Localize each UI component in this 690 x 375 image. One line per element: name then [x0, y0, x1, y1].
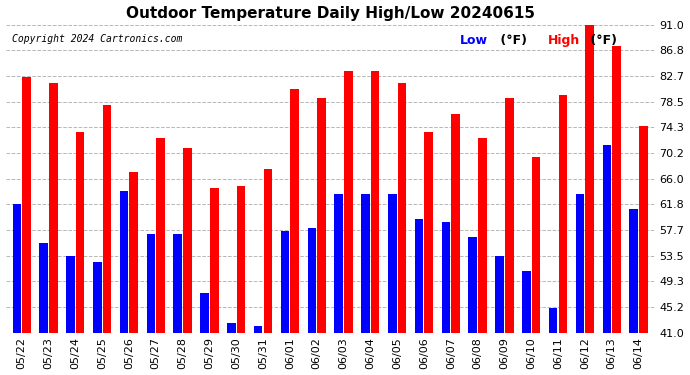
Bar — [344, 71, 353, 333]
Text: (°F): (°F) — [495, 34, 526, 47]
Bar — [424, 132, 433, 333]
Bar — [22, 77, 31, 333]
Bar — [147, 234, 155, 333]
Bar — [39, 243, 48, 333]
Bar — [290, 89, 299, 333]
Bar — [612, 46, 621, 333]
Bar — [200, 292, 209, 333]
Bar — [388, 194, 397, 333]
Bar — [415, 219, 424, 333]
Bar — [505, 99, 513, 333]
Bar — [103, 105, 111, 333]
Bar — [66, 256, 75, 333]
Bar — [451, 114, 460, 333]
Text: Low: Low — [460, 34, 488, 47]
Bar — [156, 138, 165, 333]
Bar — [559, 95, 567, 333]
Bar — [173, 234, 182, 333]
Bar — [281, 231, 289, 333]
Bar — [371, 71, 380, 333]
Bar — [317, 99, 326, 333]
Bar — [130, 172, 138, 333]
Bar — [93, 262, 101, 333]
Bar — [585, 24, 594, 333]
Bar — [478, 138, 486, 333]
Bar — [335, 194, 343, 333]
Bar — [183, 148, 192, 333]
Bar — [308, 228, 316, 333]
Bar — [442, 222, 450, 333]
Bar — [397, 83, 406, 333]
Bar — [264, 169, 272, 333]
Text: High: High — [547, 34, 580, 47]
Bar — [629, 209, 638, 333]
Bar — [361, 194, 370, 333]
Bar — [254, 326, 262, 333]
Bar — [120, 191, 128, 333]
Bar — [469, 237, 477, 333]
Text: Copyright 2024 Cartronics.com: Copyright 2024 Cartronics.com — [12, 34, 182, 44]
Bar — [522, 271, 531, 333]
Bar — [237, 186, 246, 333]
Bar — [602, 145, 611, 333]
Bar — [532, 157, 540, 333]
Bar — [549, 308, 558, 333]
Bar — [49, 83, 57, 333]
Bar — [575, 194, 584, 333]
Bar — [210, 188, 219, 333]
Bar — [12, 204, 21, 333]
Bar — [495, 256, 504, 333]
Title: Outdoor Temperature Daily High/Low 20240615: Outdoor Temperature Daily High/Low 20240… — [126, 6, 535, 21]
Bar — [227, 323, 236, 333]
Bar — [639, 126, 648, 333]
Text: (°F): (°F) — [586, 34, 618, 47]
Bar — [76, 132, 84, 333]
